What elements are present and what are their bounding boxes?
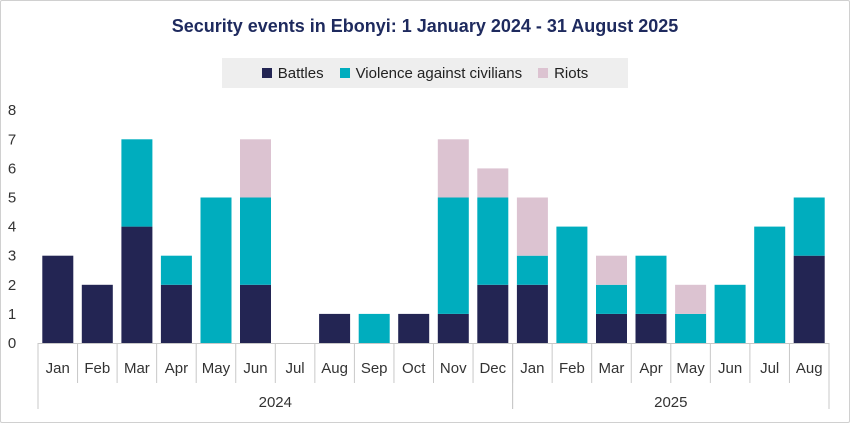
bar-riots bbox=[477, 168, 509, 198]
bar-violence bbox=[240, 197, 271, 285]
legend-swatch-battles bbox=[261, 68, 272, 78]
bar-battles bbox=[42, 255, 74, 343]
legend-swatch-riots bbox=[538, 68, 549, 78]
x-tick-label: Sep bbox=[361, 360, 388, 377]
y-tick-label: 5 bbox=[8, 190, 16, 207]
x-tick-label: Jan bbox=[46, 360, 70, 377]
x-tick-label: Apr bbox=[165, 360, 188, 377]
bar-violence bbox=[556, 226, 588, 343]
bar-battles bbox=[793, 255, 825, 343]
bar-riots bbox=[675, 284, 707, 314]
bar-battles bbox=[240, 284, 271, 343]
bar-violence bbox=[793, 197, 825, 256]
x-tick-label: Dec bbox=[479, 360, 506, 377]
x-tick-label: Nov bbox=[440, 360, 467, 377]
x-tick-label: Mar bbox=[599, 360, 625, 377]
bar-violence bbox=[516, 255, 548, 285]
x-tick-label: Feb bbox=[559, 360, 585, 377]
legend-label-battles: Battles bbox=[277, 64, 324, 82]
bar-violence bbox=[754, 226, 786, 343]
x-tick-label: Mar bbox=[124, 360, 150, 377]
bar-violence bbox=[635, 255, 667, 314]
bar-violence bbox=[200, 197, 232, 343]
bar-battles bbox=[160, 284, 192, 343]
x-tick-label: Aug bbox=[321, 360, 348, 377]
bar-battles bbox=[596, 313, 627, 343]
x-tick-label: Jan bbox=[520, 360, 544, 377]
legend-item-battles: Battles bbox=[261, 64, 324, 82]
bar-violence bbox=[596, 284, 627, 314]
legend-swatch-violence bbox=[339, 68, 350, 78]
bar-riots bbox=[516, 197, 548, 256]
bar-battles bbox=[398, 313, 430, 343]
legend-item-violence: Violence against civilians bbox=[339, 64, 523, 82]
x-tick-label: May bbox=[202, 360, 231, 377]
bar-violence bbox=[675, 313, 707, 343]
bar-battles bbox=[477, 284, 509, 343]
bar-battles bbox=[437, 313, 469, 343]
x-tick-label: Oct bbox=[402, 360, 426, 377]
y-tick-label: 4 bbox=[8, 219, 16, 236]
x-tick-label: Aug bbox=[796, 360, 823, 377]
legend-label-riots: Riots bbox=[554, 64, 589, 82]
bar-battles bbox=[121, 226, 153, 343]
bar-violence bbox=[437, 197, 469, 314]
chart-title: Security events in Ebonyi: 1 January 202… bbox=[171, 16, 679, 36]
y-tick-label: 7 bbox=[8, 131, 16, 148]
y-tick-label: 8 bbox=[8, 102, 16, 119]
y-tick-label: 2 bbox=[8, 277, 16, 294]
bar-riots bbox=[240, 139, 271, 198]
x-group-label: 2024 bbox=[259, 394, 292, 411]
bar-violence bbox=[121, 139, 153, 227]
x-tick-label: Jun bbox=[718, 360, 742, 377]
x-tick-label: Jul bbox=[285, 360, 304, 377]
bar-battles bbox=[635, 313, 667, 343]
y-tick-label: 3 bbox=[8, 248, 16, 265]
y-tick-label: 0 bbox=[8, 335, 16, 352]
bar-violence bbox=[477, 197, 509, 285]
bar-battles bbox=[81, 284, 113, 343]
bar-battles bbox=[516, 284, 548, 343]
chart-legend: Battles Violence against civilians Riots bbox=[222, 58, 628, 88]
bar-violence bbox=[160, 255, 192, 285]
legend-label-violence: Violence against civilians bbox=[355, 64, 523, 82]
x-tick-label: Feb bbox=[84, 360, 110, 377]
bar-violence bbox=[358, 313, 390, 343]
legend-item-riots: Riots bbox=[538, 65, 588, 82]
bar-riots bbox=[596, 255, 627, 285]
x-tick-label: Jun bbox=[243, 360, 267, 377]
bar-battles bbox=[319, 313, 351, 343]
bar-riots bbox=[437, 139, 469, 198]
x-group-label: 2025 bbox=[654, 394, 687, 411]
x-tick-label: Jul bbox=[760, 360, 779, 377]
y-tick-label: 1 bbox=[8, 306, 16, 323]
x-tick-label: May bbox=[676, 360, 705, 377]
bar-violence bbox=[714, 284, 746, 343]
x-tick-label: Apr bbox=[639, 360, 662, 377]
y-tick-label: 6 bbox=[8, 160, 16, 177]
